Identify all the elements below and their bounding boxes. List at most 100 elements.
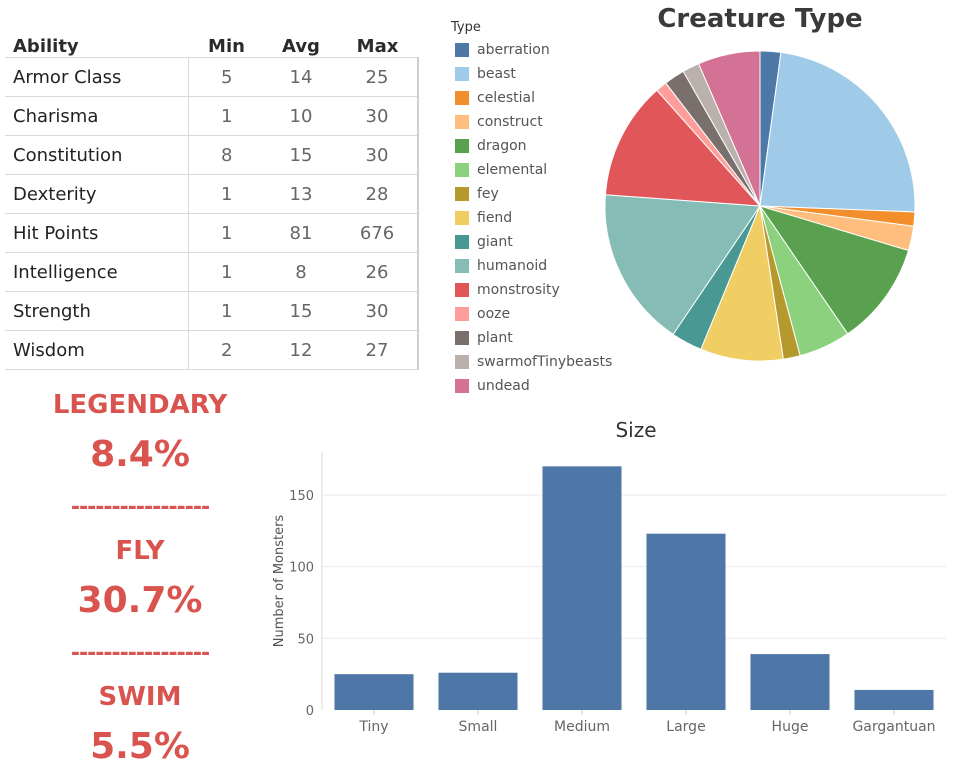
legend-label: fiend	[477, 210, 513, 226]
stat-separator: -----------------	[70, 641, 210, 666]
ability-max: 25	[337, 57, 419, 97]
pie-slice-humanoid	[604, 194, 761, 336]
legend-item-beast: beast	[451, 62, 616, 86]
legend-swatch	[455, 211, 469, 225]
ability-name: Dexterity	[5, 174, 189, 214]
ability-table-header: Ability Min Avg Max	[5, 32, 418, 58]
ability-name: Charisma	[5, 96, 189, 136]
ability-name: Intelligence	[5, 252, 189, 292]
x-tick-label: Huge	[772, 719, 809, 735]
legend-swatch	[455, 115, 469, 129]
ability-max: 30	[337, 291, 419, 331]
x-tick-label: Gargantuan	[852, 719, 935, 735]
legend-item-fey: fey	[451, 182, 616, 206]
legend-item-giant: giant	[451, 230, 616, 254]
ability-min: 1	[188, 291, 265, 331]
legend-item-swarmofTinybeasts: swarmofTinybeasts	[451, 350, 616, 374]
swim-value: 5.5%	[90, 726, 190, 767]
legend-swatch	[455, 235, 469, 249]
stat-separator: -----------------	[70, 495, 210, 520]
creature-type-pie-chart	[604, 50, 916, 362]
pie-slice-fiend	[700, 204, 784, 362]
legend-swatch	[455, 259, 469, 273]
swim-label: SWIM	[98, 682, 182, 712]
legend-item-aberration: aberration	[451, 38, 616, 62]
legend-swatch	[455, 355, 469, 369]
col-header-avg: Avg	[282, 36, 320, 57]
legend-label: construct	[477, 114, 543, 130]
legendary-label: LEGENDARY	[52, 390, 228, 420]
ability-max: 26	[337, 252, 419, 292]
ability-name: Strength	[5, 291, 189, 331]
ability-min: 1	[188, 213, 265, 253]
legend-label: humanoid	[477, 258, 548, 274]
table-row: Wisdom 2 12 27	[5, 330, 419, 370]
table-row: Constitution 8 15 30	[5, 135, 419, 175]
legend-swatch	[455, 379, 469, 393]
table-row: Dexterity 1 13 28	[5, 174, 419, 214]
ability-max: 30	[337, 96, 419, 136]
x-tick-label: Medium	[554, 719, 610, 735]
legend-item-undead: undead	[451, 374, 616, 398]
legend-swatch	[455, 307, 469, 321]
legend-title: Type	[451, 20, 481, 35]
legendary-value: 8.4%	[90, 434, 190, 475]
legend-label: elemental	[477, 162, 548, 178]
ability-name: Hit Points	[5, 213, 189, 253]
legend-item-plant: plant	[451, 326, 616, 350]
legend-label: monstrosity	[477, 282, 560, 298]
x-tick-label: Large	[666, 719, 705, 735]
legend-label: plant	[477, 330, 513, 346]
legend-swatch	[455, 187, 469, 201]
bar-chart-title: Size	[615, 418, 656, 442]
ability-avg: 12	[265, 330, 337, 370]
legend-swatch	[455, 67, 469, 81]
bar-Huge	[750, 654, 830, 710]
ability-max: 27	[337, 330, 419, 370]
legend-item-monstrosity: monstrosity	[451, 278, 616, 302]
legend-swatch	[455, 331, 469, 345]
bar-Medium	[542, 466, 622, 710]
ability-min: 5	[188, 57, 265, 97]
legend-swatch	[455, 283, 469, 297]
legend-label: dragon	[477, 138, 527, 154]
bar-Large	[646, 533, 726, 710]
legend-item-elemental: elemental	[451, 158, 616, 182]
legend-label: fey	[477, 186, 499, 202]
pie-slice-beast	[759, 51, 916, 213]
y-tick-label: 150	[289, 489, 314, 504]
x-tick-label: Tiny	[358, 719, 388, 735]
ability-avg: 10	[265, 96, 337, 136]
ability-max: 28	[337, 174, 419, 214]
col-header-max: Max	[356, 36, 399, 57]
pie-slice-undead	[697, 50, 761, 207]
bar-Gargantuan	[854, 689, 934, 710]
table-row: Hit Points 1 81 676	[5, 213, 419, 253]
legend-swatch	[455, 163, 469, 177]
legend-item-fiend: fiend	[451, 206, 616, 230]
ability-name: Constitution	[5, 135, 189, 175]
legend-swatch	[455, 139, 469, 153]
legend-label: undead	[477, 378, 530, 394]
ability-name: Armor Class	[5, 57, 189, 97]
pie-slice-monstrosity	[604, 89, 762, 207]
ability-avg: 15	[265, 291, 337, 331]
legend-label: aberration	[477, 42, 550, 58]
y-axis-label: Number of Monsters	[272, 515, 287, 648]
ability-avg: 14	[265, 57, 337, 97]
legend-item-humanoid: humanoid	[451, 254, 616, 278]
table-row: Strength 1 15 30	[5, 291, 419, 331]
fly-label: FLY	[115, 536, 165, 566]
legend-label: swarmofTinybeasts	[477, 354, 613, 370]
table-row: Intelligence 1 8 26	[5, 252, 419, 292]
pie-chart-title: Creature Type	[657, 4, 863, 34]
ability-min: 2	[188, 330, 265, 370]
col-header-ability: Ability	[13, 36, 79, 57]
creature-type-legend: Type aberration beast celestial construct dr…	[451, 20, 616, 398]
ability-avg: 15	[265, 135, 337, 175]
legend-item-celestial: celestial	[451, 86, 616, 110]
y-tick-label: 50	[297, 632, 314, 647]
ability-min: 8	[188, 135, 265, 175]
ability-min: 1	[188, 96, 265, 136]
